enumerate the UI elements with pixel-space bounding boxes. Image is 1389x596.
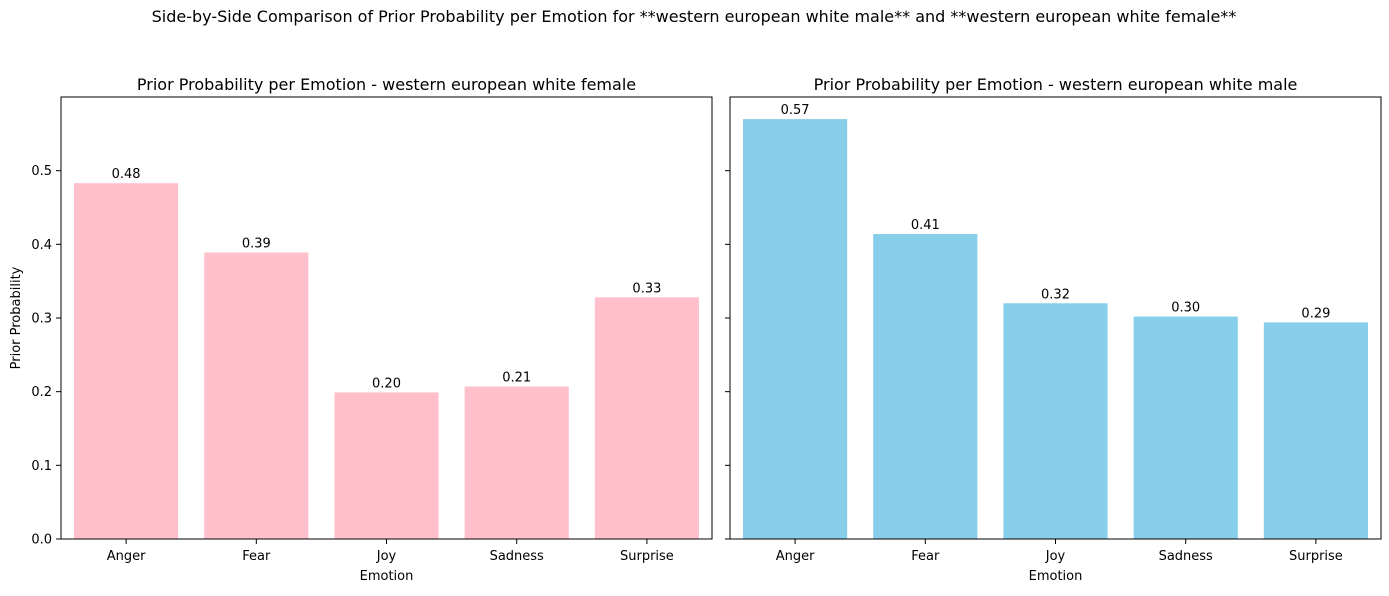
subplot-2: 0.57 Anger 0.41 Fear 0.32 Joy 0.30 Sadness 0.29 S… [725,75,1382,584]
bar-value-label: 0.32 [1041,287,1070,302]
bar-value-label: 0.30 [1171,301,1200,316]
y-axis-label: Prior Probability [9,266,24,369]
y-tick-label: 0.1 [31,459,52,474]
x-tick-label: Surprise [1289,549,1343,564]
x-tick-label: Fear [242,549,271,564]
bar-sadness [1133,316,1238,539]
bar-surprise [1263,322,1368,539]
x-tick-label: Joy [1045,549,1066,564]
x-tick-label: Anger [107,549,146,564]
axes-frame [729,96,1382,540]
x-tick-label: Sadness [1159,549,1213,564]
bar-anger [743,119,848,539]
subplot-title: Prior Probability per Emotion - western … [814,75,1298,94]
y-tick-label: 0.5 [31,164,52,179]
y-tick-label: 0.0 [31,533,52,548]
bar-value-label: 0.39 [242,236,271,251]
bar-value-label: 0.48 [112,167,141,182]
x-tick-label: Sadness [490,549,544,564]
bar-value-label: 0.21 [502,371,531,386]
bar-joy [334,392,439,539]
figure-suptitle: Side-by-Side Comparison of Prior Probabi… [152,7,1237,26]
bar-fear [873,234,978,539]
axes-frame [60,96,713,540]
x-tick-label: Fear [911,549,940,564]
bar-joy [1003,303,1108,539]
y-tick-label: 0.4 [31,238,52,253]
x-tick-label: Surprise [620,549,674,564]
bar-value-label: 0.33 [632,281,661,296]
subplot-title: Prior Probability per Emotion - western … [137,75,636,94]
x-axis-label: Emotion [360,569,414,584]
bar-value-label: 0.29 [1301,306,1330,321]
y-tick-label: 0.2 [31,385,52,400]
bar-surprise [594,297,699,539]
subplot-1: 0.48 Anger 0.39 Fear 0.20 Joy 0.21 Sadness 0.33 S… [9,75,713,584]
bar-anger [74,183,179,539]
bar-sadness [464,386,569,539]
x-tick-label: Joy [376,549,397,564]
bar-fear [204,252,309,540]
bar-value-label: 0.41 [911,218,940,233]
bar-value-label: 0.20 [372,376,401,391]
x-axis-label: Emotion [1029,569,1083,584]
y-tick-label: 0.3 [31,312,52,327]
bar-value-label: 0.57 [781,103,810,118]
x-tick-label: Anger [776,549,815,564]
